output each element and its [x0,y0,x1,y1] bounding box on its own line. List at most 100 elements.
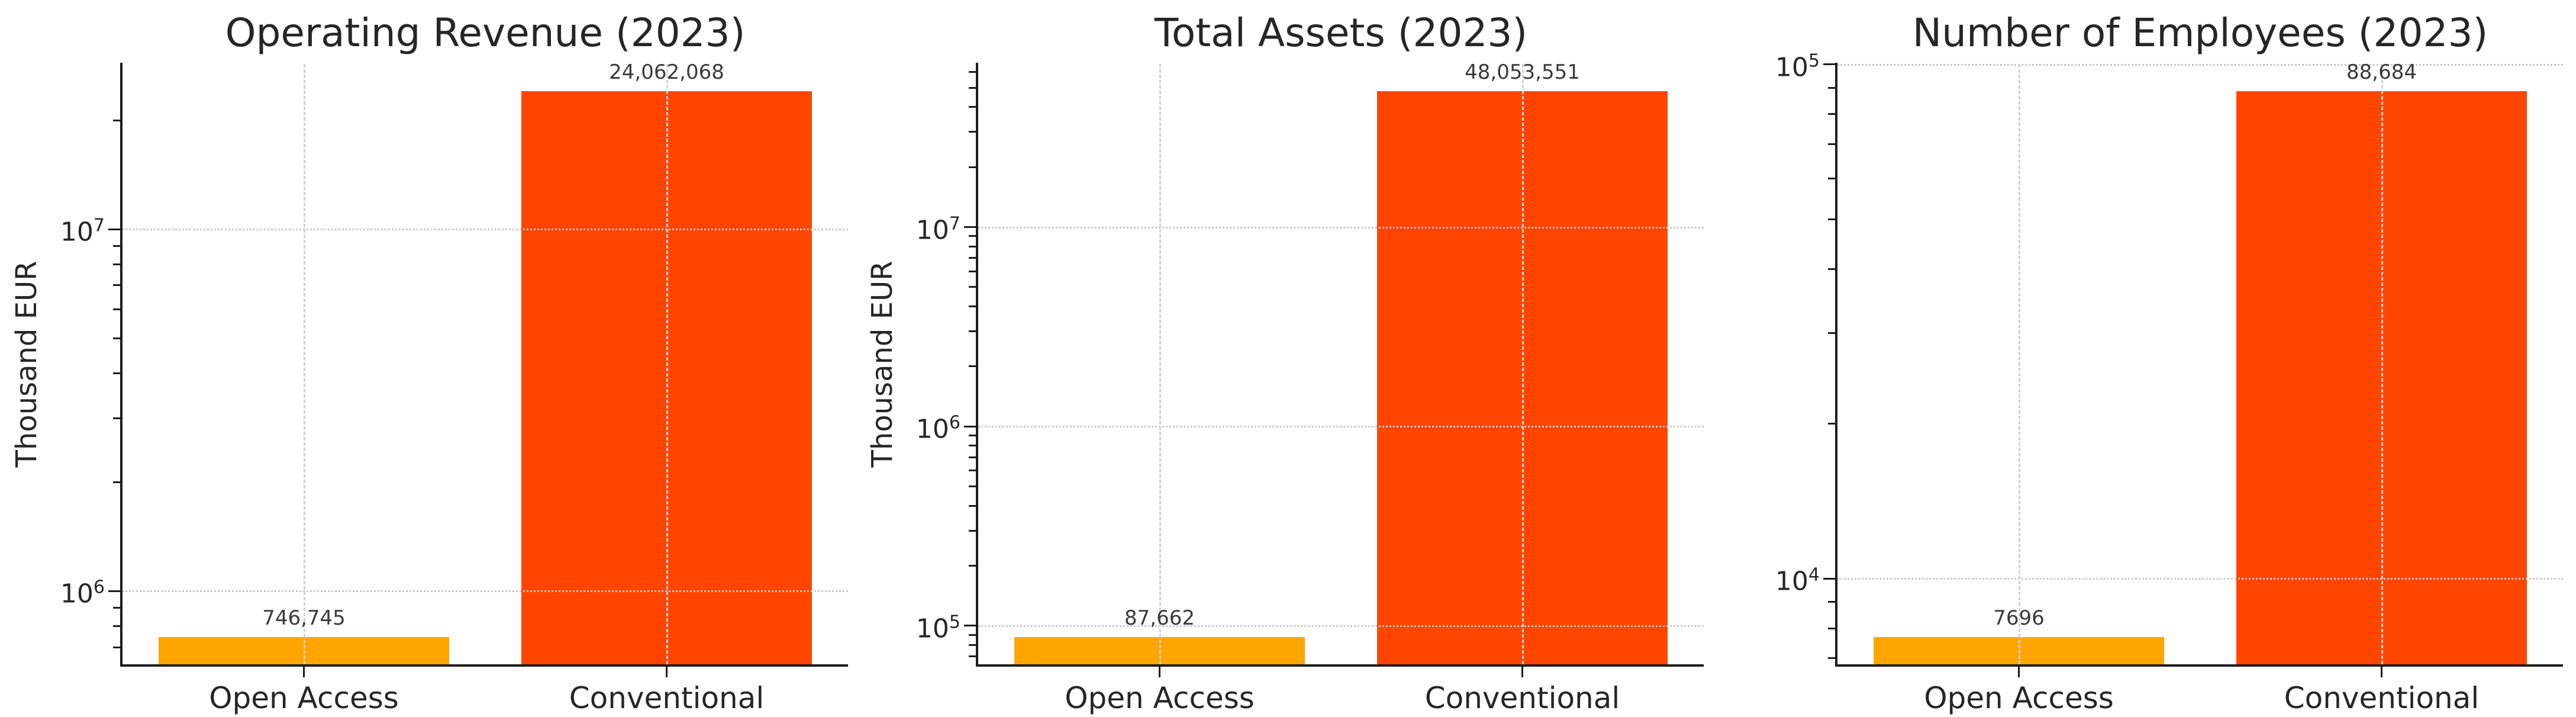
y-minor-tick [113,646,120,648]
gridline-horizontal [122,229,848,231]
y-minor-tick [969,435,976,436]
y-minor-tick [1828,423,1835,425]
y-minor-tick [969,166,976,168]
y-minor-tick [969,564,976,567]
y-axis-spine [120,63,122,667]
x-axis-spine [1835,664,2563,667]
y-major-tick [108,590,120,592]
y-minor-tick [969,365,976,368]
x-tick-label: Conventional [1424,681,1620,715]
gridline-horizontal [978,426,1704,428]
bar-value-label: 48,053,551 [1465,60,1580,85]
y-minor-tick [1828,332,1835,335]
y-minor-tick [1828,113,1835,115]
y-minor-tick [1828,601,1835,603]
y-minor-tick [969,655,976,658]
chart-title-number-of-employees: Number of Employees (2023) [1912,10,2488,56]
y-minor-tick [113,625,120,628]
bar-value-label: 87,662 [1124,606,1195,630]
y-major-tick [1823,63,1835,66]
y-minor-tick [113,308,120,311]
gridline-horizontal [1837,63,2563,66]
y-major-tick [108,228,120,230]
gridline-vertical [2381,64,2383,664]
y-axis-spine [1835,63,1837,667]
gridline-vertical [666,64,668,664]
gridline-horizontal [122,590,848,593]
x-axis-spine [120,664,848,667]
x-tick-label: Open Access [1924,681,2114,715]
y-minor-tick [969,330,976,333]
y-minor-tick [969,131,976,133]
y-minor-tick [969,305,976,307]
y-tick-label: 105 [915,612,960,644]
y-minor-tick [969,470,976,472]
y-minor-tick [1828,143,1835,145]
y-minor-tick [969,257,976,259]
gridline-vertical [2018,64,2020,664]
x-tick-label: Open Access [209,681,399,715]
y-minor-tick [113,245,120,247]
gridline-horizontal [1837,578,2563,580]
gridline-vertical [303,64,305,664]
y-minor-tick [969,270,976,272]
y-minor-tick [969,504,976,507]
y-minor-tick [1828,177,1835,179]
y-tick-label: 107 [915,213,960,245]
y-minor-tick [1828,218,1835,220]
y-axis-label: Thousand EUR [10,261,43,468]
gridline-horizontal [978,625,1704,627]
y-minor-tick [969,485,976,487]
y-minor-tick [1828,627,1835,629]
x-tick-label: Conventional [2284,681,2480,715]
y-tick-label: 106 [915,412,960,445]
y-major-tick [964,425,976,427]
y-minor-tick [113,284,120,287]
y-tick-label: 106 [60,577,105,609]
chart-title-total-assets: Total Assets (2023) [1154,10,1528,56]
x-tick-label: Conventional [569,681,765,715]
bar-value-label: 7696 [1993,606,2045,630]
y-minor-tick [969,634,976,636]
y-major-tick [964,625,976,627]
y-minor-tick [969,86,976,89]
x-tick-mark [666,667,668,677]
bar-value-label: 24,062,068 [609,60,724,85]
y-minor-tick [113,417,120,420]
y-tick-label: 105 [1775,50,1820,83]
y-minor-tick [1828,87,1835,89]
y-tick-label: 104 [1775,564,1820,597]
y-minor-tick [969,456,976,458]
y-minor-tick [969,286,976,288]
x-axis-spine [976,664,1704,667]
gridline-vertical [1521,64,1524,664]
y-minor-tick [113,481,120,483]
y-minor-tick [113,337,120,339]
x-tick-mark [303,667,305,677]
gridline-vertical [1159,64,1161,664]
x-tick-mark [2381,667,2382,677]
y-major-tick [1823,577,1835,580]
y-minor-tick [969,529,976,532]
chart-title-operating-revenue: Operating Revenue (2023) [225,10,746,56]
y-minor-tick [969,445,976,447]
x-tick-mark [1521,667,1523,677]
y-minor-tick [969,71,976,73]
y-minor-tick [113,119,120,121]
y-minor-tick [113,263,120,265]
y-minor-tick [113,372,120,374]
y-minor-tick [1828,657,1835,660]
x-tick-label: Open Access [1065,681,1255,715]
y-minor-tick [969,106,976,108]
y-minor-tick [969,235,976,237]
bar-value-label: 746,745 [262,606,346,630]
y-tick-label: 107 [60,215,105,247]
x-tick-mark [2018,667,2020,677]
gridline-horizontal [978,226,1704,229]
y-minor-tick [1828,268,1835,270]
x-tick-mark [1159,667,1160,677]
y-axis-spine [976,63,978,667]
y-major-tick [964,226,976,229]
y-minor-tick [969,644,976,646]
y-minor-tick [969,245,976,247]
